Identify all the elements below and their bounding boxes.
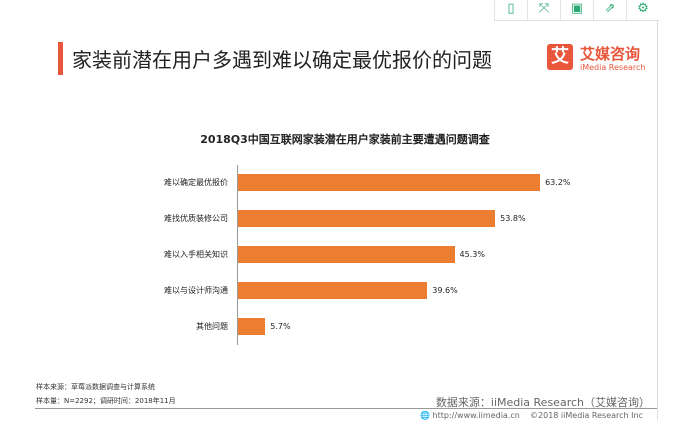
sample-size: 样本量：N=2292；调研时间：2018年11月 <box>36 397 176 405</box>
bar <box>238 246 455 263</box>
category-label: 难以入手相关知识 <box>164 250 228 259</box>
save-icon[interactable]: ▣ <box>560 0 593 20</box>
website-link[interactable]: http://www.iimedia.cn <box>432 411 520 420</box>
data-label: 53.8% <box>500 214 526 223</box>
copyright: ©2018 iiMedia Research Inc <box>530 411 643 420</box>
category-label: 难以确定最优报价 <box>164 178 228 187</box>
footer-links: 🌐 http://www.iimedia.cn ©2018 iiMedia Re… <box>420 411 643 420</box>
data-label: 5.7% <box>270 322 291 331</box>
logo-subtext: iMedia Research <box>580 63 646 72</box>
bar <box>238 174 541 191</box>
category-label: 难找优质装修公司 <box>164 214 228 223</box>
category-label: 难以与设计师沟通 <box>164 286 228 295</box>
data-source: 数据来源：iiMedia Research（艾媒咨询） <box>435 396 650 409</box>
y-axis <box>237 165 238 345</box>
gear-icon[interactable]: ⚙ <box>626 0 659 20</box>
bar <box>238 318 266 335</box>
globe-icon: 🌐 <box>420 411 433 420</box>
logo-mark: 艾 <box>547 44 573 70</box>
bar <box>238 210 496 227</box>
logo-text: 艾媒咨询 <box>580 45 641 63</box>
sample-source: 样本来源：草莓派数据调查与计算系统 <box>36 383 155 391</box>
bar <box>238 282 428 299</box>
data-label: 45.3% <box>459 250 485 259</box>
footer-divider <box>35 408 657 409</box>
title-accent <box>58 42 63 75</box>
data-label: 39.6% <box>432 286 458 295</box>
data-label: 63.2% <box>545 178 571 187</box>
fullscreen-icon[interactable]: ⤧ <box>527 0 560 20</box>
category-label: 其他问题 <box>196 322 228 331</box>
chart-title: 2018Q3中国互联网家装潜在用户家装前主要遭遇问题调查 <box>200 133 490 146</box>
page-border <box>657 20 658 420</box>
toolbar: ▯ ⤧ ▣ ⇗ ⚙ <box>494 0 659 21</box>
tablet-icon[interactable]: ▯ <box>494 0 527 20</box>
page-title: 家装前潜在用户多遇到难以确定最优报价的问题 <box>72 48 492 72</box>
share-icon[interactable]: ⇗ <box>593 0 626 20</box>
